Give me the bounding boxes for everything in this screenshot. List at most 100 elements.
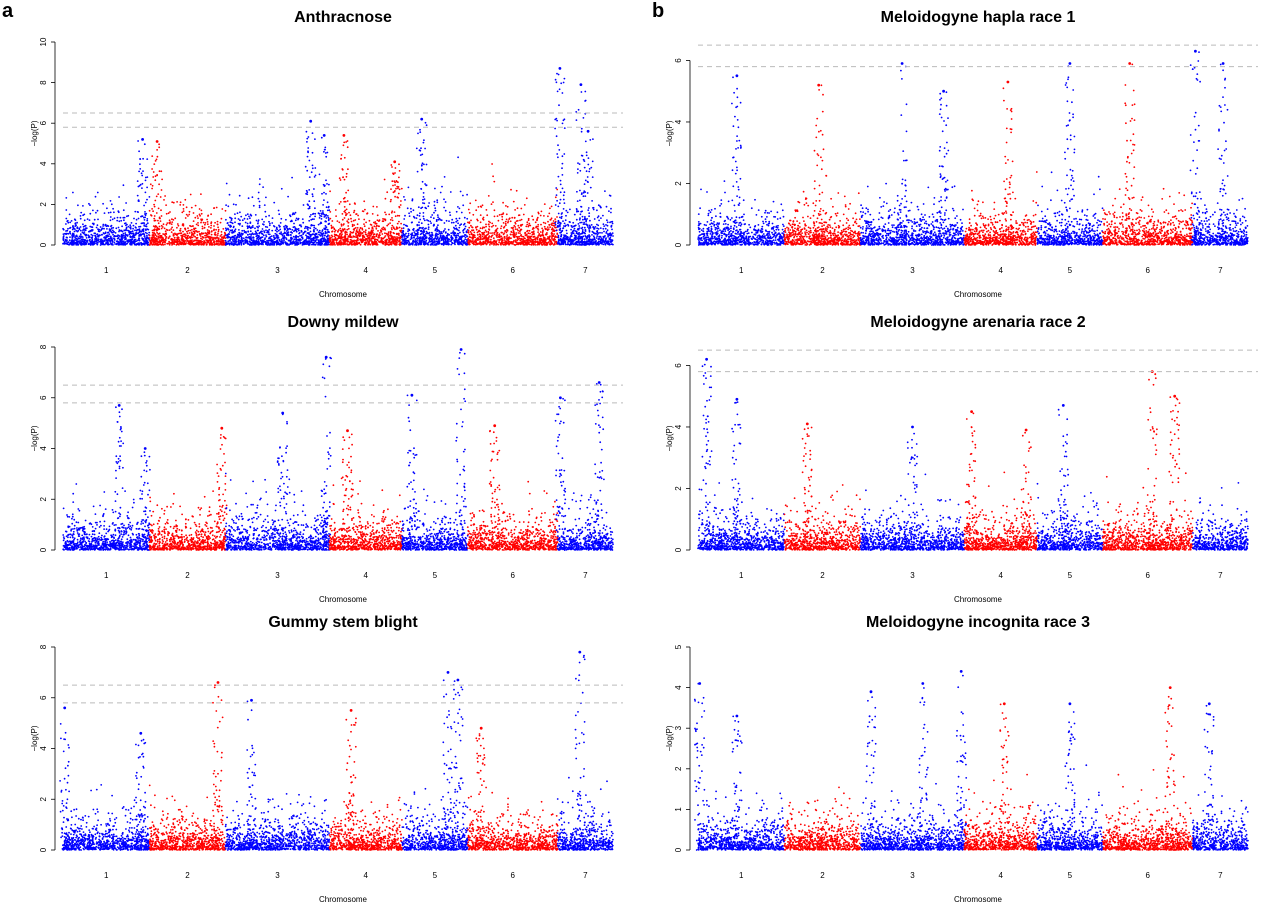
snp-point <box>513 216 516 219</box>
snp-point <box>220 236 223 239</box>
snp-point <box>136 211 139 213</box>
snp-point <box>390 164 393 166</box>
snp-point <box>361 232 364 234</box>
snp-point <box>375 240 378 243</box>
snp-point <box>188 232 191 234</box>
snp-point <box>200 242 203 244</box>
snp-point <box>131 230 134 233</box>
snp-point <box>138 150 140 153</box>
snp-point <box>406 236 409 239</box>
snp-point <box>314 174 317 177</box>
snp-point <box>415 240 418 243</box>
snp-point <box>444 228 446 230</box>
snp-point <box>515 241 517 244</box>
snp-point <box>447 243 450 246</box>
snp-point <box>387 231 390 234</box>
snp-point <box>322 210 324 212</box>
snp-point <box>493 209 496 212</box>
snp-point <box>250 233 253 236</box>
snp-point <box>464 238 467 241</box>
snp-point <box>308 189 311 191</box>
snp-point <box>184 227 186 230</box>
snp-point <box>318 173 321 176</box>
snp-point <box>313 200 316 203</box>
snp-point <box>515 239 517 241</box>
snp-point <box>210 230 213 233</box>
snp-point <box>427 223 430 226</box>
snp-point <box>266 231 269 234</box>
snp-point <box>263 230 265 232</box>
snp-point <box>210 213 213 216</box>
snp-point <box>194 239 197 242</box>
snp-point <box>476 218 478 221</box>
snp-point <box>487 230 490 233</box>
snp-point <box>405 239 408 242</box>
snp-point <box>267 233 270 236</box>
snp-point <box>375 242 378 245</box>
snp-point <box>517 238 520 241</box>
snp-point <box>274 232 277 235</box>
snp-point <box>448 238 451 241</box>
snp-point <box>113 231 115 233</box>
snp-point <box>365 241 368 244</box>
snp-point <box>278 224 280 227</box>
snp-point <box>91 230 93 232</box>
snp-point <box>311 218 314 221</box>
snp-point <box>274 241 276 244</box>
snp-point <box>257 219 260 222</box>
snp-point <box>317 223 320 226</box>
snp-point <box>498 236 501 239</box>
snp-point <box>195 237 198 239</box>
snp-point <box>336 244 339 246</box>
snp-point <box>306 243 309 245</box>
snp-point <box>314 167 317 169</box>
snp-point <box>431 236 433 239</box>
snp-point <box>354 239 357 242</box>
snp-point <box>151 243 154 246</box>
snp-point <box>347 221 350 224</box>
snp-point <box>361 234 364 237</box>
snp-point <box>526 243 528 246</box>
snp-point <box>441 185 443 188</box>
snp-point <box>386 238 388 241</box>
snp-point <box>434 236 437 238</box>
snp-point <box>137 242 140 245</box>
snp-point <box>486 241 489 244</box>
snp-point <box>377 230 379 232</box>
snp-point <box>527 225 530 228</box>
snp-point <box>152 171 155 173</box>
snp-point <box>147 228 150 231</box>
snp-point <box>176 234 178 237</box>
snp-point <box>156 231 159 234</box>
snp-point <box>410 207 412 210</box>
snp-point <box>449 191 452 193</box>
snp-point <box>451 218 454 221</box>
snp-point <box>417 206 420 209</box>
snp-point <box>157 236 160 239</box>
snp-point <box>514 221 517 224</box>
snp-point <box>438 231 441 233</box>
snp-point <box>283 232 286 234</box>
snp-point <box>302 221 305 224</box>
snp-point <box>249 233 251 236</box>
snp-point <box>76 226 79 229</box>
snp-point <box>62 242 64 245</box>
snp-point <box>170 223 173 226</box>
snp-point <box>285 238 288 241</box>
snp-point <box>246 227 249 230</box>
snp-point <box>251 225 254 227</box>
snp-point <box>129 235 132 238</box>
snp-point <box>317 240 320 242</box>
snp-point <box>89 212 92 215</box>
snp-point <box>375 222 378 225</box>
snp-point <box>384 219 387 222</box>
snp-point <box>489 221 491 224</box>
snp-point <box>389 200 392 203</box>
snp-point <box>443 176 446 178</box>
snp-point <box>356 229 358 231</box>
snp-point <box>369 234 371 237</box>
snp-point <box>466 217 469 220</box>
snp-point <box>200 233 202 236</box>
snp-point <box>165 204 168 207</box>
snp-point <box>384 232 386 235</box>
